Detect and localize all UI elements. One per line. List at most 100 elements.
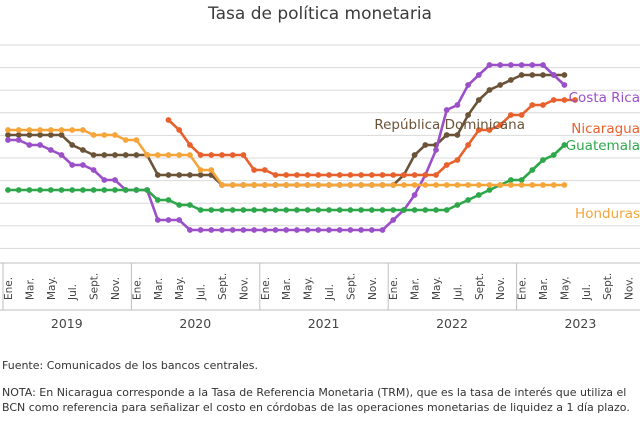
data-point	[5, 187, 11, 193]
year-label: 2021	[308, 316, 340, 331]
data-point	[112, 132, 118, 138]
data-point	[15, 132, 22, 138]
data-point	[379, 207, 386, 213]
data-point	[475, 127, 482, 133]
data-point	[508, 77, 514, 83]
grid-lines	[0, 44, 640, 249]
data-point	[518, 72, 525, 78]
data-point	[401, 207, 407, 213]
x-tick-label: Ene.	[131, 277, 143, 300]
data-point	[101, 132, 108, 138]
x-tick-label: Sept.	[345, 273, 357, 300]
data-point	[69, 162, 76, 168]
data-point	[187, 202, 193, 208]
data-point	[37, 132, 43, 138]
data-point	[401, 172, 407, 178]
data-point	[219, 182, 225, 188]
data-point	[219, 227, 225, 233]
data-point	[550, 97, 557, 103]
series-label: Nicaragua	[571, 121, 640, 137]
data-point	[37, 187, 43, 193]
data-point	[454, 132, 461, 138]
data-point	[187, 152, 193, 158]
data-point	[133, 152, 140, 158]
data-point	[390, 172, 397, 178]
data-point	[486, 182, 493, 188]
data-point	[508, 177, 514, 183]
x-tick-label: Jul.	[67, 284, 79, 301]
data-point	[315, 227, 322, 233]
data-point	[368, 227, 375, 233]
data-point	[401, 182, 407, 188]
data-point	[561, 97, 568, 103]
data-point	[58, 152, 65, 158]
data-point	[165, 117, 172, 123]
data-point	[272, 172, 279, 178]
data-point	[122, 137, 129, 143]
data-point	[465, 197, 471, 203]
data-point	[561, 82, 568, 88]
data-point	[154, 197, 161, 203]
data-point	[411, 152, 418, 158]
data-point	[379, 172, 386, 178]
data-point	[240, 207, 247, 213]
data-point	[561, 72, 568, 78]
data-point	[69, 127, 76, 133]
data-point	[326, 172, 332, 178]
data-point	[508, 112, 514, 118]
data-point	[15, 137, 22, 143]
data-point	[165, 152, 172, 158]
data-point	[315, 207, 322, 213]
x-tick-label: Nov.	[624, 277, 636, 300]
data-point	[326, 207, 332, 213]
data-point	[368, 207, 375, 213]
x-tick-label: Jul.	[324, 284, 336, 301]
data-point	[336, 207, 343, 213]
data-point	[101, 187, 108, 193]
data-point	[37, 127, 43, 133]
data-point	[315, 172, 322, 178]
data-point	[475, 182, 482, 188]
data-point	[336, 182, 343, 188]
data-point	[47, 132, 54, 138]
series-label: República Dominicana	[374, 117, 525, 133]
data-point	[240, 227, 247, 233]
data-point	[197, 152, 204, 158]
data-point	[443, 207, 450, 213]
data-point	[197, 167, 204, 173]
data-point	[422, 182, 429, 188]
data-point	[486, 187, 493, 193]
data-point	[550, 72, 557, 78]
data-point	[443, 182, 450, 188]
data-point	[80, 147, 86, 153]
year-label: 2020	[179, 316, 211, 331]
data-point	[26, 142, 33, 148]
data-point	[294, 227, 300, 233]
data-point	[347, 207, 354, 213]
data-point	[26, 127, 33, 133]
data-point	[572, 97, 578, 103]
data-point	[219, 207, 225, 213]
chart-title: Tasa de política monetaria	[208, 4, 432, 24]
data-point	[529, 182, 536, 188]
data-point	[154, 172, 161, 178]
data-point	[411, 182, 418, 188]
year-label: 2019	[51, 316, 83, 331]
source-note: Fuente: Comunicados de los bancos centra…	[2, 359, 258, 372]
data-point	[219, 152, 225, 158]
data-point	[368, 172, 375, 178]
data-point	[122, 152, 129, 158]
data-point	[518, 182, 525, 188]
series-label: Costa Rica	[569, 90, 640, 106]
data-point	[422, 172, 429, 178]
data-point	[379, 227, 386, 233]
x-axis: Ene. Mar. May. Jul. Sept. Nov. 2019 Ene. Mar. May…	[0, 262, 640, 331]
data-point	[80, 162, 86, 168]
data-point	[165, 172, 172, 178]
x-tick-label: Mar.	[410, 278, 422, 300]
data-point	[251, 182, 257, 188]
data-point	[486, 127, 493, 133]
series-label: Honduras	[575, 206, 640, 222]
data-point	[454, 157, 461, 163]
data-point	[261, 182, 268, 188]
